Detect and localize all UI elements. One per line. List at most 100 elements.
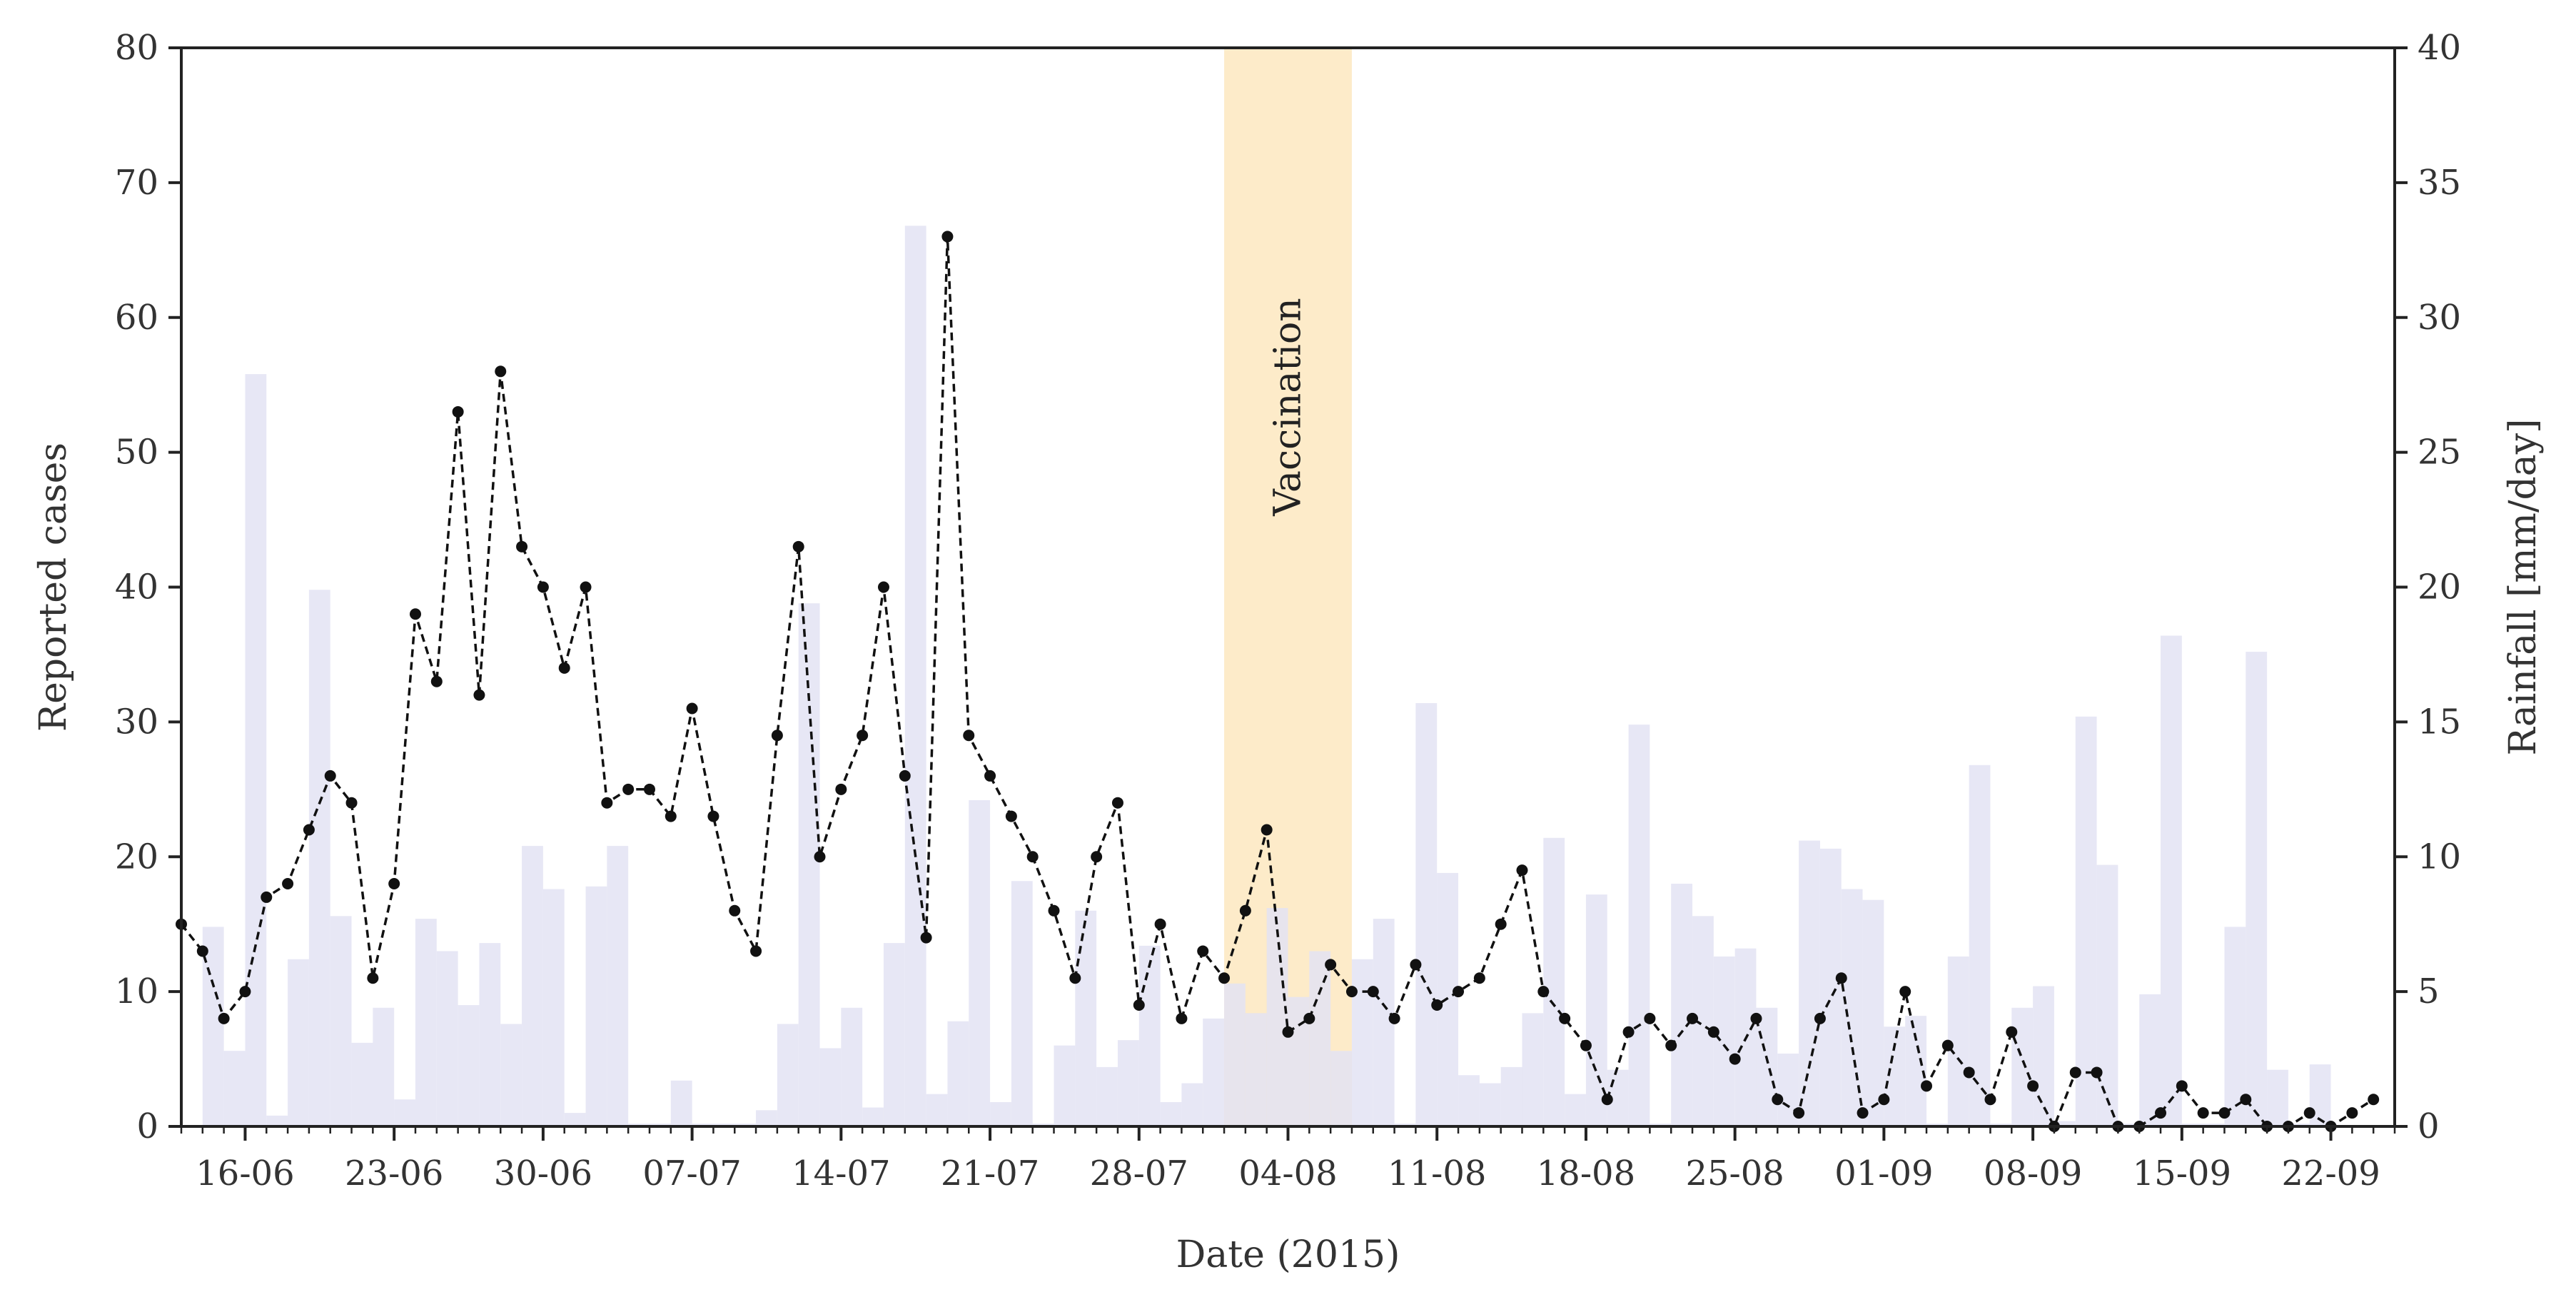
y-left-tick-label: 30 bbox=[115, 702, 158, 742]
y-axis-right-title: Rainfall [mm/day] bbox=[2502, 419, 2545, 756]
rainfall-bar bbox=[245, 374, 267, 1126]
rainfall-bar bbox=[308, 590, 330, 1126]
y-axis-left-title: Reported cases bbox=[32, 443, 75, 732]
vaccination-label: Vaccination bbox=[1267, 298, 1310, 516]
rainfall-bar bbox=[2246, 652, 2268, 1126]
rainfall-bar bbox=[1117, 1040, 1139, 1126]
cases-line bbox=[176, 231, 2380, 1132]
rainfall-bar bbox=[1415, 702, 1438, 1126]
cases-point bbox=[1622, 1026, 1635, 1038]
cases-point bbox=[857, 730, 869, 742]
x-tick-label: 07-07 bbox=[642, 1154, 741, 1194]
rainfall-bar bbox=[1224, 983, 1246, 1126]
rainfall-bar bbox=[1671, 884, 1693, 1126]
x-tick-label: 18-08 bbox=[1537, 1154, 1635, 1194]
cases-point bbox=[1388, 1012, 1400, 1024]
cases-point bbox=[899, 769, 911, 782]
cases-point bbox=[196, 945, 208, 957]
cases-point bbox=[2006, 1026, 2018, 1038]
rainfall-bar bbox=[1884, 1026, 1906, 1126]
cases-point bbox=[1580, 1039, 1592, 1051]
rainfall-bar bbox=[1458, 1075, 1480, 1126]
rainfall-bar bbox=[1479, 1083, 1501, 1126]
rainfall-bar bbox=[522, 846, 543, 1126]
cases-point bbox=[1984, 1094, 1996, 1106]
cases-point bbox=[1282, 1026, 1294, 1038]
rainfall-bar bbox=[1138, 945, 1161, 1126]
rainfall-bar bbox=[458, 1005, 480, 1126]
rainfall-bar bbox=[1245, 1013, 1267, 1126]
cases-point bbox=[1857, 1107, 1869, 1119]
cases-point bbox=[388, 878, 400, 890]
cases-point bbox=[1303, 1012, 1315, 1024]
y-right-tick-label: 0 bbox=[2418, 1106, 2440, 1146]
rainfall-bar bbox=[862, 1107, 884, 1126]
rainfall-bar bbox=[926, 1094, 948, 1126]
cases-point bbox=[1218, 972, 1231, 984]
ticks: 0 10 20 30 40 50 60 70 80 0 5 10 15 20 25 30 35 40 16-06 23… bbox=[115, 28, 2461, 1194]
cases-point bbox=[1899, 986, 1911, 998]
x-tick-label: 04-08 bbox=[1238, 1154, 1337, 1194]
cases-point bbox=[963, 730, 975, 742]
cases-point bbox=[1835, 972, 1847, 984]
cases-point bbox=[1325, 959, 1337, 971]
rainfall-bar bbox=[1713, 957, 1735, 1126]
cases-point bbox=[877, 581, 889, 593]
cases-point bbox=[261, 891, 273, 903]
rainfall-bar bbox=[2033, 986, 2054, 1126]
x-tick-label: 14-07 bbox=[792, 1154, 890, 1194]
rainfall-bar bbox=[841, 1007, 863, 1126]
cases-point bbox=[2155, 1107, 2167, 1119]
cases-point bbox=[835, 783, 847, 795]
cases-point bbox=[218, 1012, 230, 1024]
cases-point bbox=[409, 608, 421, 620]
cases-point bbox=[1005, 810, 1017, 822]
y-right-tick-label: 35 bbox=[2418, 163, 2461, 203]
y-left-tick-label: 0 bbox=[136, 1106, 158, 1146]
x-tick-label: 01-09 bbox=[1834, 1154, 1933, 1194]
cases-point bbox=[516, 540, 528, 552]
rainfall-bar bbox=[1054, 1045, 1076, 1126]
cases-point bbox=[920, 932, 932, 944]
rainfall-bar bbox=[288, 959, 309, 1126]
rainfall-bar bbox=[373, 1007, 395, 1126]
cases-point bbox=[1665, 1039, 1677, 1051]
cases-point bbox=[2346, 1107, 2358, 1119]
cases-point bbox=[1410, 959, 1422, 971]
cases-point bbox=[984, 769, 996, 782]
cases-point bbox=[1644, 1012, 1656, 1024]
rainfall-bar bbox=[223, 1051, 246, 1126]
cases-point bbox=[622, 783, 635, 795]
rainfall-bar bbox=[1819, 848, 1842, 1126]
rainfall-bar bbox=[1330, 1051, 1352, 1126]
rainfall-bar bbox=[1543, 837, 1565, 1126]
rainfall-bar bbox=[1309, 951, 1331, 1126]
cases-point bbox=[430, 675, 443, 687]
cases-point bbox=[282, 878, 294, 890]
rainfall-bar bbox=[883, 943, 905, 1126]
rainfall-bar bbox=[2054, 1121, 2076, 1126]
rainfall-bar bbox=[607, 846, 629, 1126]
x-tick-label: 15-09 bbox=[2133, 1154, 2231, 1194]
rainfall-bar bbox=[2096, 864, 2118, 1126]
cases-point bbox=[1261, 824, 1273, 836]
cases-point bbox=[2027, 1080, 2039, 1092]
y-right-tick-label: 20 bbox=[2418, 567, 2461, 607]
cases-point bbox=[1473, 972, 1485, 984]
rainfall-bar bbox=[2161, 635, 2182, 1126]
cases-point bbox=[750, 945, 762, 957]
cases-point bbox=[1559, 1012, 1571, 1024]
rainfall-bar bbox=[1628, 725, 1650, 1126]
cases-point bbox=[367, 972, 379, 984]
cases-point bbox=[2368, 1094, 2380, 1106]
rainfall-bar bbox=[947, 1021, 969, 1126]
cases-point bbox=[1239, 904, 1251, 917]
cases-point bbox=[1921, 1080, 1933, 1092]
x-tick-label: 25-08 bbox=[1685, 1154, 1784, 1194]
rainfall-bar bbox=[1862, 899, 1884, 1126]
rainfall-bar bbox=[1756, 1007, 1778, 1126]
cases-point bbox=[1793, 1107, 1805, 1119]
rainfall-bar bbox=[969, 799, 991, 1126]
cases-point bbox=[601, 797, 613, 809]
cases-point bbox=[580, 581, 592, 593]
